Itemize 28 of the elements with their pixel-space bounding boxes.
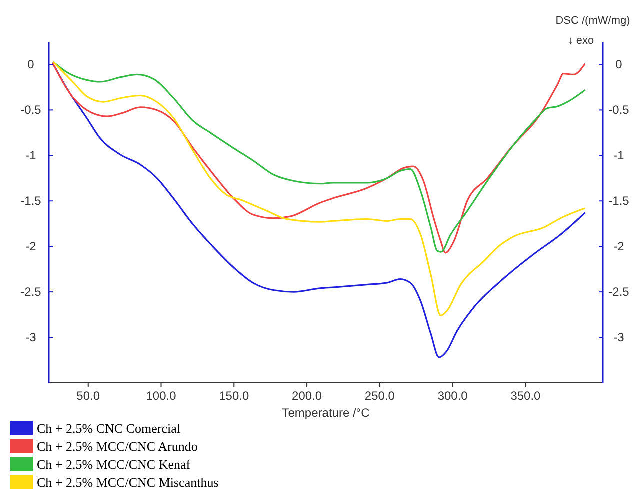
y2-tick-label: 0: [616, 58, 623, 72]
legend-label: Ch + 2.5% CNC Comercial: [37, 421, 181, 436]
y-tick-label: -1: [26, 148, 37, 163]
y-tick-label: -1.5: [20, 194, 42, 208]
y-tick-label: -0.5: [20, 103, 42, 118]
annotation: ↓ exo: [568, 35, 594, 47]
x-tick-label: 350.0: [510, 389, 542, 403]
y-tick-label: -2: [26, 240, 37, 254]
legend-label: Ch + 2.5% MCC/CNC Kenaf: [37, 457, 192, 472]
y2-tick-label: -1.5: [608, 194, 630, 208]
y2-tick-label: -2: [614, 240, 625, 254]
x-tick-label: 100.0: [146, 389, 177, 403]
y-tick-label: 0: [28, 58, 35, 72]
x-tick-label: 200.0: [292, 389, 322, 403]
x-tick-label: 150.0: [219, 389, 250, 403]
y-tick-label: -3: [26, 330, 37, 345]
y2-tick-label: -2.5: [608, 285, 630, 300]
y2-tick-label: -3: [614, 330, 625, 345]
y-tick-label: -2.5: [20, 285, 42, 300]
y2-tick-label: -0.5: [608, 103, 630, 118]
x-axis-title: Temperature /°C: [282, 406, 370, 420]
legend-label: Ch + 2.5% MCC/CNC Arundo: [37, 439, 198, 454]
y2-tick-label: -1: [614, 148, 625, 163]
x-tick-label: 250.0: [364, 389, 396, 403]
legend-label: Ch + 2.5% MCC/CNC Miscanthus: [37, 475, 219, 489]
x-tick-label: 50.0: [76, 389, 100, 403]
y2-axis-title: DSC /(mW/mg): [556, 15, 630, 27]
x-tick-label: 300.0: [438, 389, 468, 403]
